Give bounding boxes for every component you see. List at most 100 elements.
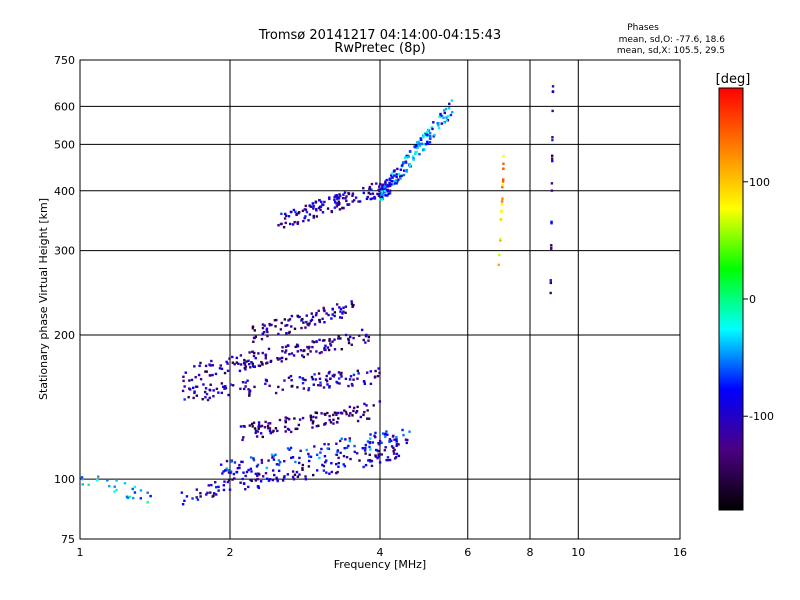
data-point — [123, 482, 127, 485]
data-point — [384, 183, 388, 186]
data-point — [310, 205, 313, 208]
data-point — [283, 379, 286, 382]
data-point — [281, 349, 284, 353]
data-point — [392, 183, 395, 186]
data-point — [406, 156, 409, 159]
data-point — [237, 362, 240, 365]
data-point — [363, 410, 366, 414]
data-point — [405, 441, 408, 445]
data-point — [393, 182, 397, 185]
data-point — [332, 413, 335, 417]
data-point — [246, 379, 249, 382]
data-point — [348, 378, 352, 381]
data-point — [321, 317, 324, 321]
data-point — [340, 375, 343, 378]
data-point — [549, 279, 552, 282]
data-point — [362, 191, 366, 195]
data-point — [380, 453, 383, 456]
data-point — [191, 497, 194, 500]
data-point — [347, 203, 351, 206]
data-point — [339, 307, 343, 311]
data-point — [395, 438, 398, 441]
data-point — [298, 211, 301, 214]
data-point — [339, 337, 342, 340]
data-point — [345, 446, 349, 449]
phase-o-stats: mean, sd,O: -77.6, 18.6 — [619, 35, 726, 45]
data-point — [344, 333, 348, 337]
data-point — [384, 194, 387, 197]
y-tick-label: 300 — [54, 245, 75, 258]
data-point — [378, 443, 381, 446]
data-point — [399, 168, 403, 171]
data-point — [551, 90, 555, 94]
data-point — [309, 455, 313, 459]
data-point — [337, 465, 340, 468]
data-point — [305, 448, 308, 452]
data-point — [223, 371, 227, 375]
data-point — [322, 308, 326, 312]
data-point — [429, 137, 432, 140]
data-point — [378, 185, 381, 188]
data-point — [262, 475, 265, 478]
data-point — [259, 480, 263, 483]
data-point — [497, 263, 500, 267]
chart-subtitle: RwPretec (8p) — [334, 41, 425, 56]
data-point — [373, 376, 377, 379]
data-point — [386, 190, 389, 193]
data-point — [245, 470, 249, 474]
data-point — [271, 469, 275, 472]
data-point — [388, 181, 391, 185]
data-point — [291, 470, 295, 473]
data-point — [359, 415, 363, 419]
data-point — [328, 197, 331, 201]
data-point — [393, 169, 396, 173]
data-point — [364, 446, 367, 450]
data-point — [205, 392, 209, 396]
data-point — [286, 473, 289, 476]
data-point — [221, 472, 224, 475]
data-point — [443, 109, 446, 112]
data-point — [379, 195, 382, 198]
data-point — [437, 124, 440, 127]
data-point — [393, 448, 396, 452]
data-point — [261, 326, 265, 330]
data-point — [337, 200, 341, 203]
data-point — [220, 367, 224, 371]
data-point — [301, 209, 305, 212]
data-point — [501, 180, 505, 183]
data-point — [264, 382, 267, 386]
data-point — [195, 496, 198, 499]
x-tick-label: 16 — [673, 546, 687, 559]
data-point — [265, 466, 269, 470]
data-point — [370, 188, 373, 191]
data-point — [378, 183, 382, 186]
data-point — [376, 456, 379, 460]
data-point — [352, 378, 355, 381]
data-point — [265, 328, 268, 332]
data-point — [284, 420, 287, 424]
data-point — [344, 410, 348, 414]
data-point — [202, 383, 205, 386]
data-point — [253, 365, 256, 369]
data-point — [551, 109, 554, 113]
data-point — [381, 185, 384, 188]
data-point — [263, 324, 266, 327]
data-point — [290, 379, 293, 382]
data-point — [266, 334, 269, 338]
data-point — [443, 121, 446, 124]
y-tick-label: 75 — [61, 533, 75, 546]
data-point — [273, 473, 276, 477]
data-point — [330, 461, 333, 465]
data-point — [368, 440, 372, 444]
data-point — [277, 224, 280, 227]
x-tick-label: 10 — [571, 546, 585, 559]
data-point — [304, 208, 308, 211]
data-point — [309, 319, 313, 323]
data-point — [393, 438, 396, 441]
data-point — [260, 461, 264, 464]
data-point — [312, 415, 315, 419]
data-point — [418, 142, 421, 146]
data-point — [340, 316, 344, 319]
data-point — [206, 398, 210, 402]
